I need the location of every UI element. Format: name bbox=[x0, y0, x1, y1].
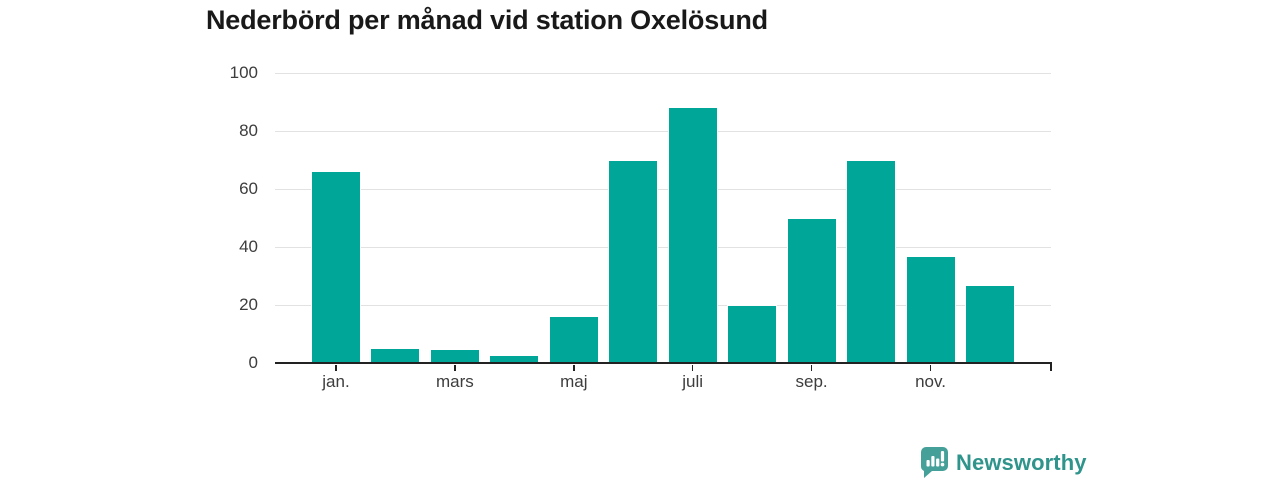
x-axis-tick-label: nov. bbox=[915, 372, 946, 391]
bar-maj bbox=[548, 315, 599, 365]
y-axis-tick-label: 20 bbox=[239, 295, 258, 314]
x-axis-tick bbox=[573, 364, 575, 371]
x-axis-tick bbox=[929, 364, 932, 371]
x-axis-tick bbox=[335, 364, 337, 371]
x-axis-tick-label: mars bbox=[436, 372, 474, 391]
bar-april bbox=[489, 354, 540, 365]
gridline-40 bbox=[275, 246, 1051, 248]
bar-feb bbox=[370, 347, 421, 364]
chart-title: Nederbörd per månad vid station Oxelösun… bbox=[206, 5, 768, 35]
y-axis-tick-label: 100 bbox=[229, 63, 258, 82]
y-axis-tick-label: 0 bbox=[248, 353, 258, 372]
newsworthy-logo-text: Newsworthy bbox=[956, 449, 1087, 475]
bar-juni bbox=[608, 160, 659, 364]
gridline-20 bbox=[275, 304, 1051, 306]
plot-area bbox=[275, 72, 1051, 365]
x-axis-line bbox=[275, 361, 1052, 364]
bar-jan bbox=[311, 170, 361, 365]
gridline-100 bbox=[275, 72, 1051, 74]
y-axis-tick-label: 40 bbox=[239, 237, 258, 256]
newsworthy-bar-chart-bubble-icon bbox=[919, 446, 949, 479]
y-axis-tick-label: 80 bbox=[239, 121, 258, 140]
x-axis-tick bbox=[810, 364, 813, 371]
x-axis-tick-label: maj bbox=[560, 372, 588, 391]
bar-aug bbox=[727, 305, 778, 364]
gridline-80 bbox=[275, 130, 1051, 132]
y-axis-tick-label: 60 bbox=[239, 179, 258, 198]
gridline-60 bbox=[275, 188, 1051, 190]
x-axis-end-tick bbox=[1049, 361, 1052, 371]
bar-dec bbox=[964, 285, 1015, 364]
bar-okt bbox=[846, 160, 897, 364]
x-axis-tick-label: jan. bbox=[322, 372, 350, 391]
bar-juli bbox=[667, 106, 718, 365]
x-axis-tick bbox=[691, 364, 694, 371]
bar-sep bbox=[786, 218, 837, 364]
bar-mars bbox=[429, 348, 480, 365]
x-axis-tick-label: juli bbox=[682, 372, 704, 391]
x-axis-tick-label: sep. bbox=[795, 372, 828, 391]
newsworthy-logo: Newsworthy bbox=[919, 446, 1087, 479]
bar-nov bbox=[905, 256, 956, 364]
x-axis-tick bbox=[454, 364, 456, 371]
